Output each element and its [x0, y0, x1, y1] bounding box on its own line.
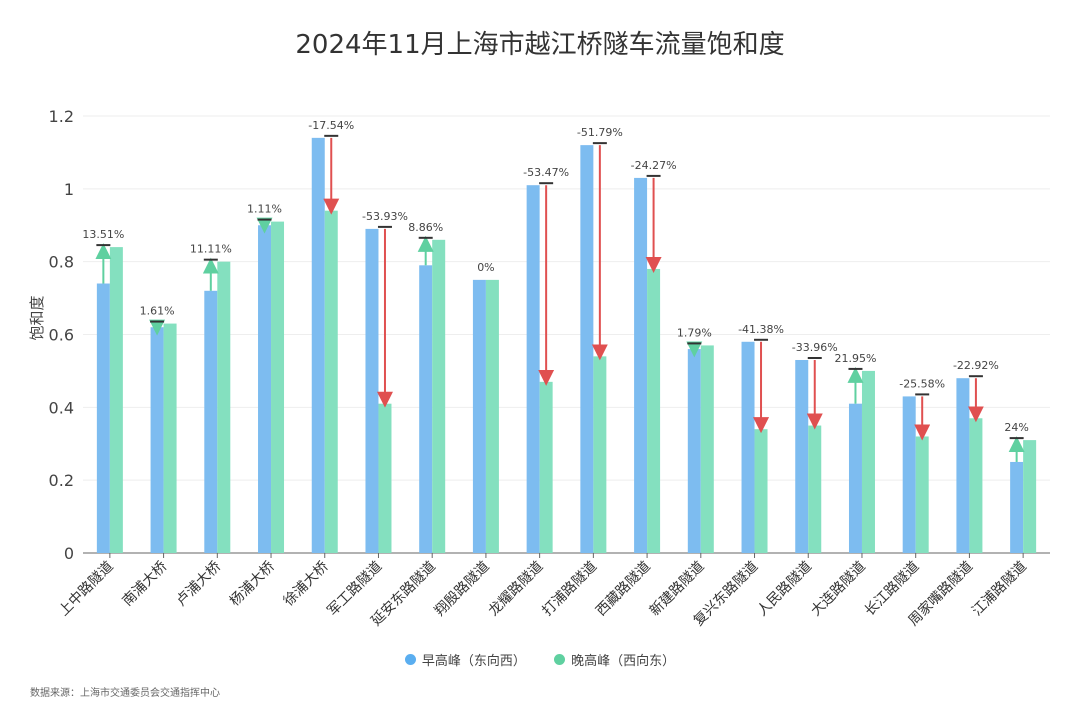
bar-morning — [150, 327, 164, 553]
bar-evening — [808, 425, 822, 553]
bar-evening — [324, 210, 338, 553]
bar-evening — [271, 221, 285, 553]
bar-evening — [163, 323, 177, 553]
bar-morning — [848, 403, 862, 553]
change-label: -53.47% — [523, 166, 569, 179]
legend: 早高峰（东向西） 晚高峰（西向东） — [0, 650, 1080, 669]
legend-label-morning: 早高峰（东向西） — [421, 654, 526, 669]
change-label: -41.38% — [738, 323, 784, 336]
bar-evening — [969, 418, 983, 553]
bar-evening — [915, 436, 929, 553]
x-tick-label: 江浦路隧道 — [969, 559, 1030, 620]
legend-item-evening[interactable]: 晚高峰（西向东） — [554, 650, 675, 669]
x-tick-label: 卢浦大桥 — [173, 559, 224, 610]
y-tick-label: 1.2 — [49, 107, 74, 126]
change-label: 11.11% — [190, 243, 232, 256]
bar-morning — [365, 228, 379, 553]
change-label: -17.54% — [308, 119, 354, 132]
bar-evening — [539, 381, 553, 553]
bar-morning — [258, 225, 272, 553]
bar-evening — [217, 261, 231, 553]
bar-morning — [795, 359, 809, 553]
y-tick-label: 0.2 — [49, 471, 74, 490]
y-tick-label: 0.6 — [49, 326, 74, 345]
x-tick-label: 人民路隧道 — [754, 559, 815, 620]
x-tick-label: 打浦路隧道 — [539, 558, 601, 620]
x-tick-label: 龙耀路隧道 — [486, 559, 547, 620]
bar-morning — [419, 265, 433, 553]
y-tick-label: 0.8 — [49, 253, 74, 272]
chart-title: 2024年11月上海市越江桥隧车流量饱和度 — [295, 30, 785, 60]
change-label: -33.96% — [792, 341, 838, 354]
y-tick-label: 0.4 — [49, 398, 74, 417]
change-label: -24.27% — [631, 159, 677, 172]
bar-evening — [109, 247, 123, 553]
change-label: 13.51% — [82, 228, 124, 241]
y-tick-label: 0 — [64, 544, 74, 563]
bar-morning — [902, 396, 916, 553]
bar-morning — [96, 283, 110, 553]
bar-morning — [204, 290, 218, 553]
change-label: 21.95% — [834, 352, 876, 365]
bar-morning — [580, 145, 594, 553]
bar-evening — [432, 239, 446, 554]
bar-morning — [634, 177, 648, 554]
bar-evening — [1023, 440, 1037, 553]
bar-morning — [956, 378, 970, 553]
bar-morning — [472, 279, 486, 553]
bar-evening — [485, 279, 499, 553]
bar-evening — [700, 345, 714, 553]
bar-morning — [1010, 461, 1024, 553]
bar-morning — [311, 137, 325, 553]
x-tick-label: 上中路隧道 — [56, 559, 117, 620]
bar-evening — [647, 268, 661, 553]
change-label: -22.92% — [953, 359, 999, 372]
bar-evening — [593, 356, 607, 553]
change-label: 0% — [477, 261, 494, 274]
x-tick-label: 翔殷路隧道 — [432, 559, 493, 620]
change-label: 24% — [1004, 421, 1028, 434]
y-tick-label: 1 — [64, 180, 74, 199]
x-tick-label: 南浦大桥 — [120, 559, 171, 610]
data-source: 数据来源：上海市交通委员会交通指挥中心 — [30, 688, 220, 699]
change-label: -25.58% — [899, 377, 945, 390]
legend-marker-evening — [554, 654, 566, 665]
x-tick-label: 杨浦大桥 — [227, 559, 278, 610]
change-label: 8.86% — [408, 221, 443, 234]
legend-marker-morning — [404, 654, 416, 665]
change-label: 1.61% — [140, 305, 175, 318]
legend-label-evening: 晚高峰（西向东） — [571, 654, 676, 669]
x-tick-label: 西藏路隧道 — [593, 559, 654, 620]
change-label: 1.11% — [247, 203, 282, 216]
bar-evening — [861, 370, 875, 553]
bar-evening — [754, 429, 768, 553]
x-tick-label: 大连路隧道 — [808, 559, 869, 620]
bar-evening — [378, 403, 392, 553]
x-tick-label: 徐浦大桥 — [281, 559, 332, 610]
change-label: -51.79% — [577, 126, 623, 139]
legend-item-morning[interactable]: 早高峰（东向西） — [404, 650, 526, 669]
change-label: 1.79% — [677, 326, 712, 339]
bar-morning — [526, 185, 540, 554]
y-axis-label: 饱和度 — [28, 295, 46, 340]
bar-morning — [687, 349, 701, 553]
bar-morning — [741, 341, 755, 553]
change-label: -53.93% — [362, 210, 408, 223]
